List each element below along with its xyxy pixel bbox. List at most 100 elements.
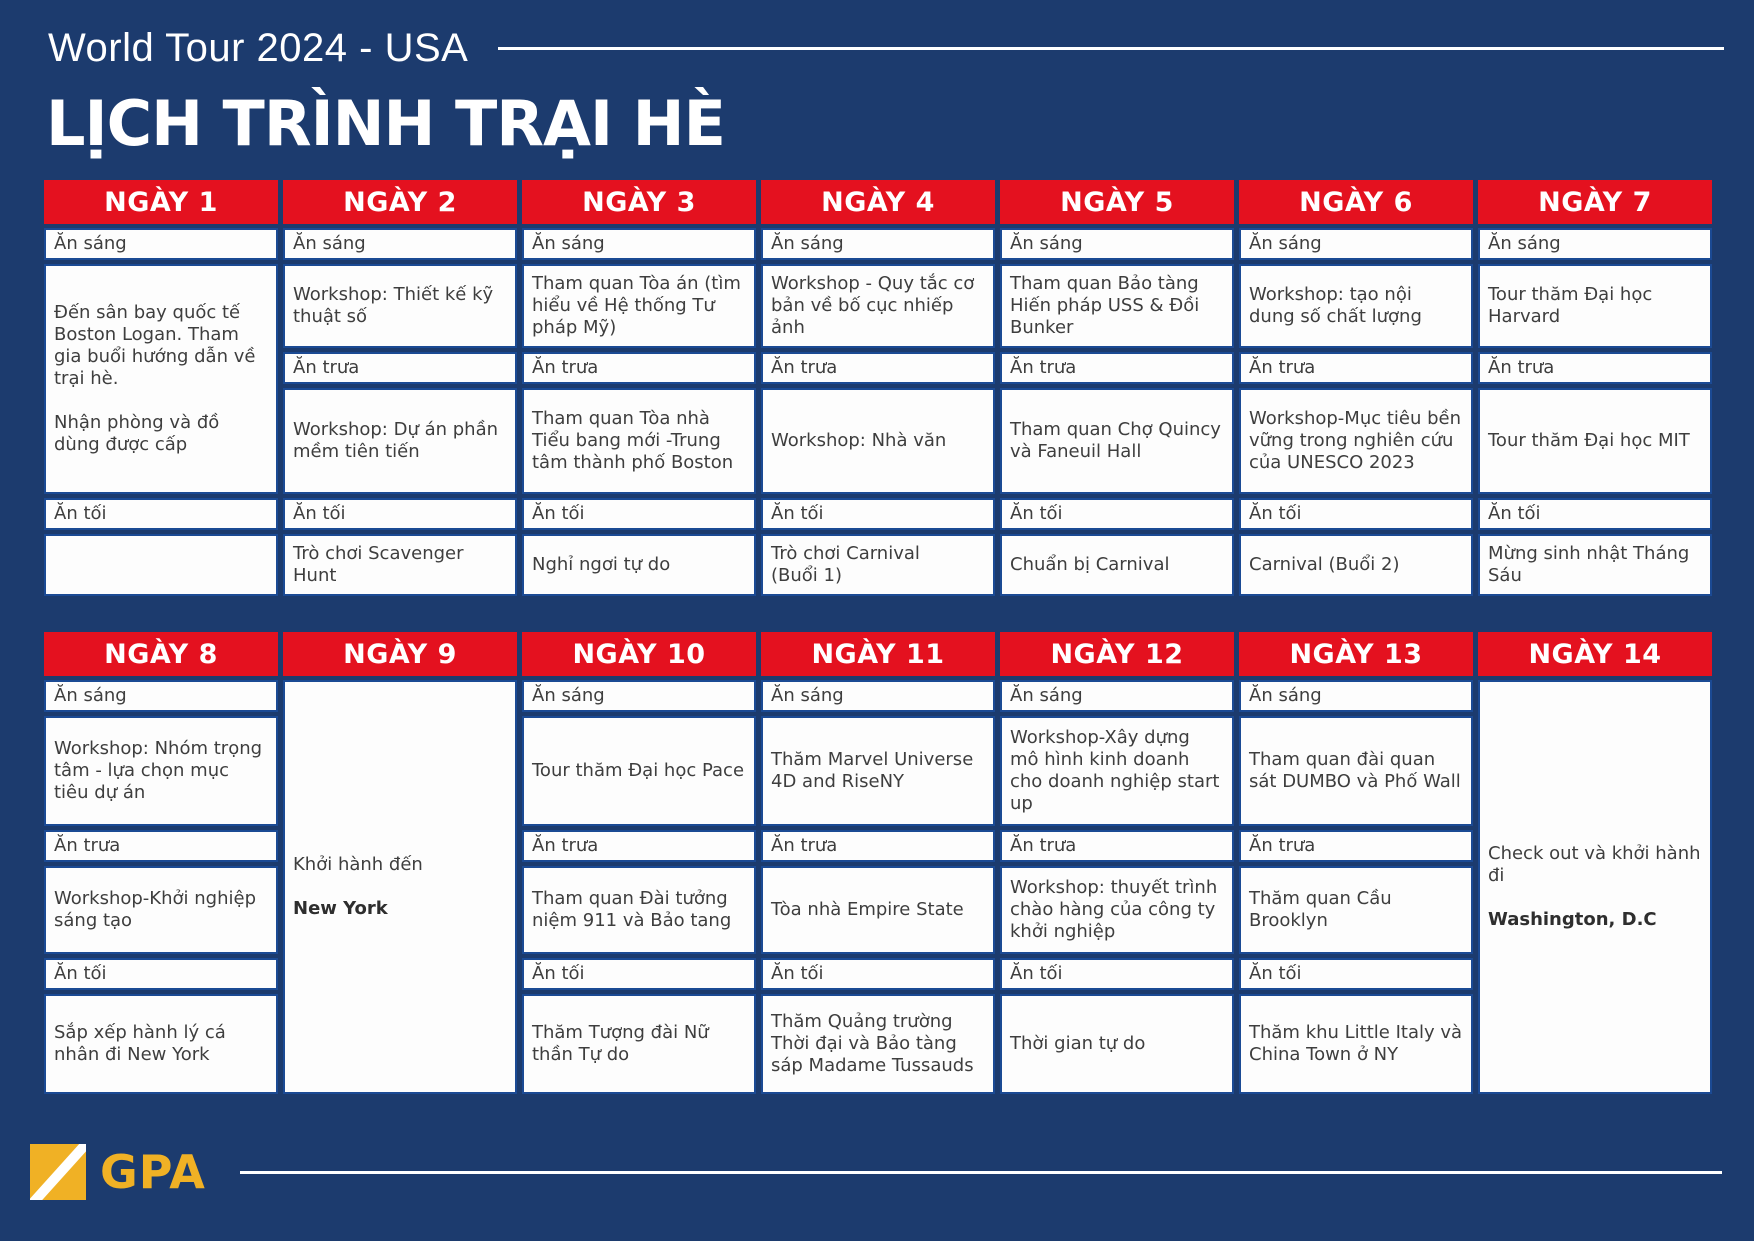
afternoon-activity-cell: Workshop: Dự án phần mềm tiên tiến [283,388,517,494]
day-header: NGÀY 13 [1239,632,1473,676]
day-column-13: NGÀY 13 Ăn sáng Tham quan đài quan sát D… [1239,632,1473,1094]
day-column-5: NGÀY 5 Ăn sáng Tham quan Bảo tàng Hiến p… [1000,180,1234,596]
day-header: NGÀY 14 [1478,632,1712,676]
day-header: NGÀY 7 [1478,180,1712,224]
day-header: NGÀY 1 [44,180,278,224]
day-column-14: NGÀY 14 Check out và khởi hành đi Washin… [1478,632,1712,1094]
afternoon-activity-cell: Tham quan Chợ Quincy và Faneuil Hall [1000,388,1234,494]
evening-activity-cell: Carnival (Buổi 2) [1239,534,1473,596]
lunch-cell: Ăn trưa [1000,352,1234,384]
evening-activity-cell: Trò chơi Scavenger Hunt [283,534,517,596]
top-header: World Tour 2024 - USA [48,26,1724,71]
lunch-cell: Ăn trưa [522,352,756,384]
afternoon-activity-cell: Tòa nhà Empire State [761,866,995,954]
dinner-cell: Ăn tối [283,498,517,530]
schedule-week1: NGÀY 1 Ăn sáng Đến sân bay quốc tế Bosto… [44,180,1712,596]
dinner-cell: Ăn tối [761,958,995,990]
dinner-cell: Ăn tối [1000,958,1234,990]
logo-slash-icon [30,1144,86,1200]
day-header: NGÀY 10 [522,632,756,676]
full-day-text: Khởi hành đến [293,854,423,876]
afternoon-activity-cell: Thăm quan Cầu Brooklyn [1239,866,1473,954]
morning-activity-cell: Tham quan Tòa án (tìm hiểu về Hệ thống T… [522,264,756,348]
evening-activity-cell: Trò chơi Carnival (Buổi 1) [761,534,995,596]
lunch-cell: Ăn trưa [1239,830,1473,862]
morning-activity-cell: Tham quan Bảo tàng Hiến pháp USS & Đồi B… [1000,264,1234,348]
breakfast-cell: Ăn sáng [1239,228,1473,260]
logo-text: GPA [100,1145,206,1199]
page-title: LỊCH TRÌNH TRẠI HÈ [46,87,726,160]
merged-activity-cell: Đến sân bay quốc tế Boston Logan. Tham g… [44,264,278,494]
day-column-9: NGÀY 9 Khởi hành đến New York [283,632,517,1094]
day-column-7: NGÀY 7 Ăn sáng Tour thăm Đại học Harvard… [1478,180,1712,596]
evening-activity-cell: Sắp xếp hành lý cá nhân đi New York [44,994,278,1094]
breakfast-cell: Ăn sáng [44,228,278,260]
afternoon-activity-cell: Workshop: thuyết trình chào hàng của côn… [1000,866,1234,954]
day-column-2: NGÀY 2 Ăn sáng Workshop: Thiết kế kỹ thu… [283,180,517,596]
morning-activity-cell: Workshop-Xây dựng mô hình kinh doanh cho… [1000,716,1234,826]
footer-rule [239,1170,1722,1174]
lunch-cell: Ăn trưa [1239,352,1473,384]
day-column-3: NGÀY 3 Ăn sáng Tham quan Tòa án (tìm hiể… [522,180,756,596]
gpa-logo-icon [30,1144,86,1200]
day-column-8: NGÀY 8 Ăn sáng Workshop: Nhóm trọng tâm … [44,632,278,1094]
afternoon-activity-cell: Workshop: Nhà văn [761,388,995,494]
evening-activity-cell: Thăm khu Little Italy và China Town ở NY [1239,994,1473,1094]
breakfast-cell: Ăn sáng [283,228,517,260]
day-header: NGÀY 2 [283,180,517,224]
dinner-cell: Ăn tối [44,958,278,990]
lunch-cell: Ăn trưa [44,830,278,862]
breakfast-cell: Ăn sáng [522,680,756,712]
morning-activity-cell: Tour thăm Đại học Harvard [1478,264,1712,348]
full-day-text-bold: Washington, D.C [1488,908,1657,930]
header-subtitle: World Tour 2024 - USA [48,26,469,70]
full-day-text-bold: New York [293,897,388,919]
afternoon-activity-cell: Tham quan Tòa nhà Tiểu bang mới -Trung t… [522,388,756,494]
full-day-text: Check out và khởi hành đi [1488,843,1701,887]
morning-activity-cell: Workshop - Quy tắc cơ bản về bố cục nhiế… [761,264,995,348]
day-header: NGÀY 4 [761,180,995,224]
breakfast-cell: Ăn sáng [1000,680,1234,712]
evening-activity-cell: Thời gian tự do [1000,994,1234,1094]
breakfast-cell: Ăn sáng [1000,228,1234,260]
dinner-cell: Ăn tối [1478,498,1712,530]
day-column-6: NGÀY 6 Ăn sáng Workshop: tạo nội dung số… [1239,180,1473,596]
morning-activity-cell: Tham quan đài quan sát DUMBO và Phố Wall [1239,716,1473,826]
evening-activity-cell [44,534,278,596]
lunch-cell: Ăn trưa [761,830,995,862]
lunch-cell: Ăn trưa [1478,352,1712,384]
morning-activity-cell: Workshop: Nhóm trọng tâm - lựa chọn mục … [44,716,278,826]
evening-activity-cell: Nghỉ ngơi tự do [522,534,756,596]
morning-activity-cell: Thăm Marvel Universe 4D and RiseNY [761,716,995,826]
breakfast-cell: Ăn sáng [44,680,278,712]
day-header: NGÀY 6 [1239,180,1473,224]
afternoon-activity-cell: Workshop-Khởi nghiệp sáng tạo [44,866,278,954]
breakfast-cell: Ăn sáng [1239,680,1473,712]
dinner-cell: Ăn tối [522,498,756,530]
dinner-cell: Ăn tối [1239,958,1473,990]
dinner-cell: Ăn tối [1000,498,1234,530]
breakfast-cell: Ăn sáng [522,228,756,260]
morning-activity-cell: Workshop: tạo nội dung số chất lượng [1239,264,1473,348]
morning-activity-cell: Workshop: Thiết kế kỹ thuật số [283,264,517,348]
full-day-cell: Check out và khởi hành đi Washington, D.… [1478,680,1712,1094]
afternoon-activity-cell: Tour thăm Đại học MIT [1478,388,1712,494]
evening-activity-cell: Chuẩn bị Carnival [1000,534,1234,596]
day-header: NGÀY 8 [44,632,278,676]
breakfast-cell: Ăn sáng [1478,228,1712,260]
day-column-4: NGÀY 4 Ăn sáng Workshop - Quy tắc cơ bản… [761,180,995,596]
day-column-12: NGÀY 12 Ăn sáng Workshop-Xây dựng mô hìn… [1000,632,1234,1094]
dinner-cell: Ăn tối [761,498,995,530]
afternoon-activity-cell: Workshop-Mục tiêu bền vững trong nghiên … [1239,388,1473,494]
lunch-cell: Ăn trưa [283,352,517,384]
dinner-cell: Ăn tối [1239,498,1473,530]
schedule-week2: NGÀY 8 Ăn sáng Workshop: Nhóm trọng tâm … [44,632,1712,1094]
day-column-11: NGÀY 11 Ăn sáng Thăm Marvel Universe 4D … [761,632,995,1094]
dinner-cell: Ăn tối [44,498,278,530]
lunch-cell: Ăn trưa [761,352,995,384]
footer: GPA [30,1144,1722,1200]
day-column-10: NGÀY 10 Ăn sáng Tour thăm Đại học Pace Ă… [522,632,756,1094]
lunch-cell: Ăn trưa [1000,830,1234,862]
full-day-cell: Khởi hành đến New York [283,680,517,1094]
